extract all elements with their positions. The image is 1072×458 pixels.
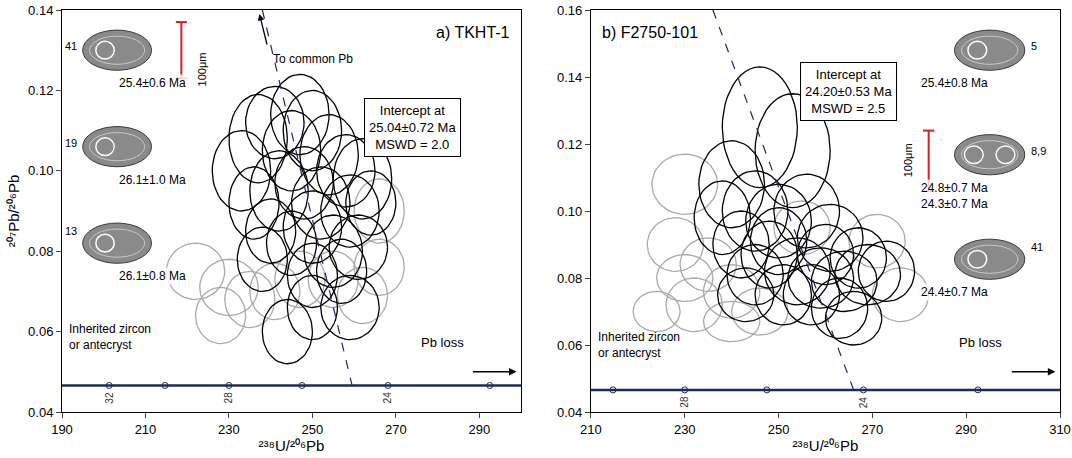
svg-text:290: 290 [468, 422, 490, 437]
svg-text:26.1±0.8 Ma: 26.1±0.8 Ma [119, 269, 186, 283]
svg-text:100μm: 100μm [902, 143, 914, 177]
svg-text:Pb loss: Pb loss [959, 335, 1002, 350]
svg-text:25.4±0.6 Ma: 25.4±0.6 Ma [119, 76, 186, 90]
svg-text:0.04: 0.04 [28, 405, 53, 420]
svg-text:270: 270 [385, 422, 407, 437]
svg-text:230: 230 [674, 422, 696, 437]
svg-text:19: 19 [65, 137, 77, 149]
svg-text:28: 28 [223, 392, 234, 404]
svg-text:0.12: 0.12 [28, 83, 53, 98]
svg-text:0.06: 0.06 [28, 324, 53, 339]
svg-text:41: 41 [1031, 241, 1043, 253]
svg-text:²³⁸U/²⁰⁶Pb: ²³⁸U/²⁰⁶Pb [259, 437, 325, 454]
svg-text:0.06: 0.06 [557, 338, 582, 353]
svg-text:32: 32 [104, 392, 115, 404]
svg-text:Pb loss: Pb loss [421, 335, 464, 350]
svg-text:24.8±0.7 Ma24.3±0.7 Ma: 24.8±0.7 Ma24.3±0.7 Ma [921, 181, 988, 211]
svg-text:24: 24 [858, 397, 869, 409]
svg-text:b) F2750-101: b) F2750-101 [602, 24, 698, 41]
svg-text:25.4±0.8 Ma: 25.4±0.8 Ma [921, 76, 988, 90]
svg-text:Inherited zirconor antecryst: Inherited zirconor antecryst [598, 330, 680, 360]
svg-text:0.14: 0.14 [557, 70, 582, 85]
svg-text:24: 24 [382, 392, 393, 404]
svg-text:Inherited zirconor antecryst: Inherited zirconor antecryst [69, 322, 151, 352]
svg-text:250: 250 [768, 422, 790, 437]
svg-text:290: 290 [955, 422, 977, 437]
svg-text:Intercept at25.04±0.72 MaMSWD: Intercept at25.04±0.72 MaMSWD = 2.0 [369, 103, 456, 152]
svg-text:210: 210 [580, 422, 602, 437]
svg-text:28: 28 [679, 396, 690, 408]
svg-text:210: 210 [135, 422, 157, 437]
svg-text:24.4±0.7 Ma: 24.4±0.7 Ma [921, 285, 988, 299]
svg-text:²³⁸U/²⁰⁶Pb: ²³⁸U/²⁰⁶Pb [793, 437, 859, 454]
svg-text:310: 310 [1049, 422, 1071, 437]
svg-text:0.16: 0.16 [557, 3, 582, 18]
svg-text:26.1±1.0 Ma: 26.1±1.0 Ma [119, 173, 186, 187]
svg-text:230: 230 [218, 422, 240, 437]
svg-text:0.12: 0.12 [557, 137, 582, 152]
svg-text:a) TKHT-1: a) TKHT-1 [436, 24, 510, 41]
svg-text:5: 5 [1031, 40, 1037, 52]
svg-text:0.04: 0.04 [557, 405, 582, 420]
svg-text:250: 250 [302, 422, 324, 437]
svg-text:13: 13 [65, 225, 77, 237]
svg-text:0.08: 0.08 [28, 244, 53, 259]
svg-text:100μm: 100μm [196, 53, 208, 87]
svg-text:8,9: 8,9 [1031, 145, 1046, 157]
svg-text:To common Pb: To common Pb [273, 52, 353, 66]
svg-text:41: 41 [65, 40, 77, 52]
svg-text:270: 270 [862, 422, 884, 437]
svg-text:190: 190 [51, 422, 73, 437]
svg-text:Intercept at24.20±0.53 MaMSWD: Intercept at24.20±0.53 MaMSWD = 2.5 [805, 67, 892, 116]
svg-text:²⁰⁷Pb/²⁰⁶Pb: ²⁰⁷Pb/²⁰⁶Pb [5, 175, 22, 247]
svg-text:0.10: 0.10 [557, 204, 582, 219]
svg-text:0.14: 0.14 [28, 3, 53, 18]
svg-text:0.10: 0.10 [28, 163, 53, 178]
svg-text:0.08: 0.08 [557, 271, 582, 286]
